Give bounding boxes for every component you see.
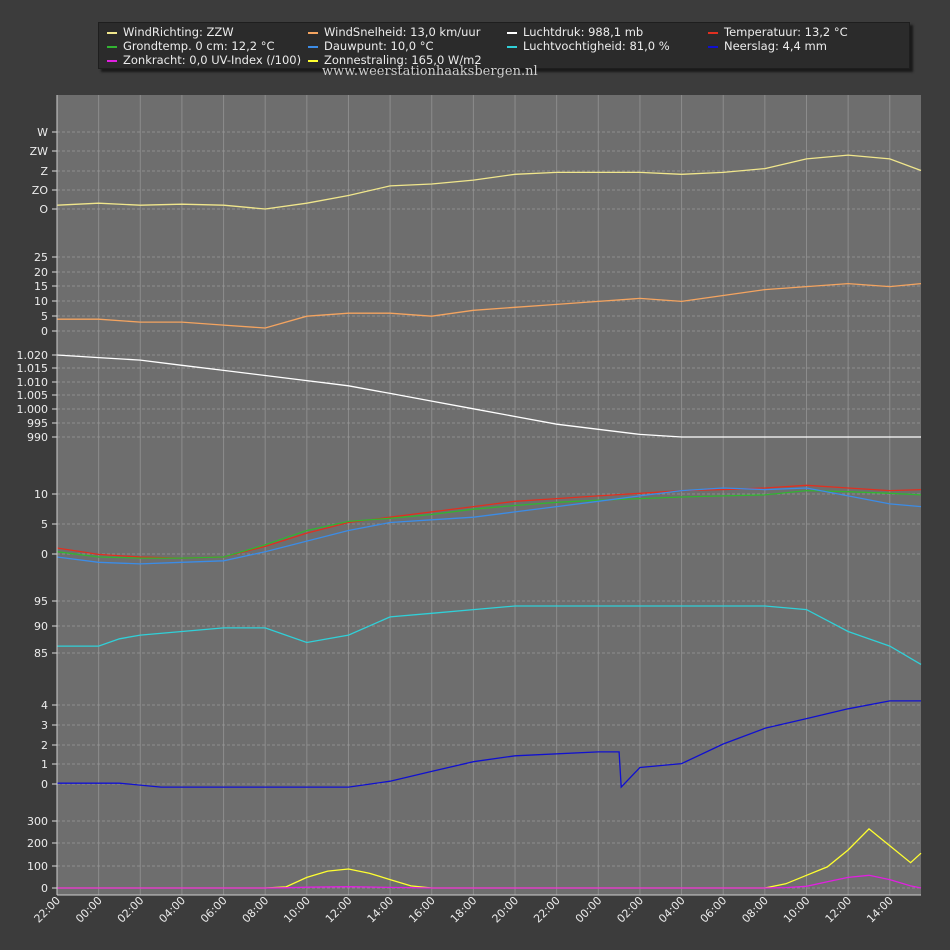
x-tick-label: 20:00 bbox=[490, 894, 522, 926]
series-line-grondtemp-0-cm bbox=[56, 489, 922, 559]
y-tick-label: 5 bbox=[41, 518, 48, 531]
y-tick-label: 15 bbox=[34, 280, 48, 293]
legend-item: WindSnelheid: 13,0 km/uur bbox=[308, 25, 480, 39]
legend-box: WindRichting: ZZW WindSnelheid: 13,0 km/u… bbox=[98, 22, 910, 69]
legend-swatch bbox=[308, 45, 318, 48]
series-line-neerslag bbox=[57, 700, 921, 789]
y-tick-label: 1.020 bbox=[17, 349, 49, 362]
legend-label: Luchtdruk: 988,1 mb bbox=[523, 25, 644, 39]
x-tick-label: 04:00 bbox=[656, 894, 688, 926]
x-tick-label: 06:00 bbox=[698, 894, 730, 926]
y-tick-label: 1.015 bbox=[17, 362, 49, 375]
legend-item: Temperatuur: 13,2 °C bbox=[708, 25, 848, 39]
x-tick-label: 08:00 bbox=[240, 894, 272, 926]
series-line-windsnelheid bbox=[57, 282, 922, 329]
x-tick-label: 02:00 bbox=[614, 894, 646, 926]
watermark-text: www.weerstationhaaksbergen.nl bbox=[322, 64, 538, 79]
legend-label: Zonkracht: 0,0 UV-Index (/100) bbox=[123, 53, 302, 67]
x-tick-label: 06:00 bbox=[198, 894, 230, 926]
y-tick-label: 10 bbox=[34, 488, 48, 501]
x-tick-label: 16:00 bbox=[406, 894, 438, 926]
legend-label: Temperatuur: 13,2 °C bbox=[724, 25, 848, 39]
legend-item: Luchtvochtigheid: 81,0 % bbox=[507, 39, 670, 53]
series-line-windrichting bbox=[56, 154, 922, 210]
y-tick-label: 0 bbox=[41, 548, 48, 561]
legend-item: Dauwpunt: 10,0 °C bbox=[308, 39, 434, 53]
y-tick-label: 1.010 bbox=[17, 376, 49, 389]
y-tick-label: 1.000 bbox=[17, 403, 49, 416]
legend-swatch bbox=[507, 45, 517, 48]
series-line-luchtdruk bbox=[56, 354, 921, 438]
legend-swatch bbox=[708, 31, 718, 34]
x-tick-label: 02:00 bbox=[115, 894, 147, 926]
legend-swatch bbox=[507, 31, 517, 34]
y-tick-label: Z bbox=[40, 165, 48, 178]
series-line-zonkracht bbox=[57, 874, 922, 889]
legend-label: Zonnestraling: 165,0 W/m2 bbox=[324, 53, 482, 67]
y-tick-label: 20 bbox=[34, 266, 48, 279]
legend-label: Luchtvochtigheid: 81,0 % bbox=[523, 39, 670, 53]
y-tick-label: 100 bbox=[27, 860, 48, 873]
legend-swatch bbox=[107, 59, 117, 62]
legend-swatch bbox=[708, 45, 718, 48]
x-tick-label: 04:00 bbox=[156, 894, 188, 926]
legend-item: Zonkracht: 0,0 UV-Index (/100) bbox=[107, 53, 301, 67]
x-tick-label: 22:00 bbox=[32, 894, 64, 926]
legend-swatch bbox=[107, 31, 117, 34]
x-tick-label: 12:00 bbox=[323, 894, 355, 926]
legend-item: WindRichting: ZZW bbox=[107, 25, 234, 39]
x-tick-label: 00:00 bbox=[73, 894, 105, 926]
legend-label: Dauwpunt: 10,0 °C bbox=[324, 39, 434, 53]
legend-item: Neerslag: 4,4 mm bbox=[708, 39, 827, 53]
legend-swatch bbox=[107, 45, 117, 48]
y-tick-label: 300 bbox=[27, 815, 48, 828]
legend-swatch bbox=[308, 59, 318, 62]
y-tick-label: O bbox=[39, 203, 48, 216]
y-tick-label: 1 bbox=[41, 758, 48, 771]
y-tick-label: 200 bbox=[27, 837, 48, 850]
x-tick-label: 10:00 bbox=[781, 894, 813, 926]
legend-label: WindRichting: ZZW bbox=[123, 25, 234, 39]
y-tick-label: 25 bbox=[34, 251, 48, 264]
y-tick-label: ZO bbox=[32, 184, 49, 197]
x-tick-label: 12:00 bbox=[823, 894, 855, 926]
x-tick-label: 08:00 bbox=[739, 894, 771, 926]
y-tick-label: 90 bbox=[34, 620, 48, 633]
series-line-luchtvochtigheid bbox=[57, 605, 922, 665]
x-tick-label: 14:00 bbox=[864, 894, 896, 926]
x-tick-label: 14:00 bbox=[365, 894, 397, 926]
legend-label: WindSnelheid: 13,0 km/uur bbox=[324, 25, 481, 39]
x-tick-label: 22:00 bbox=[531, 894, 563, 926]
y-tick-label: 990 bbox=[27, 431, 48, 444]
x-tick-label: 18:00 bbox=[448, 894, 480, 926]
y-tick-label: 995 bbox=[27, 417, 48, 430]
legend-label: Grondtemp. 0 cm: 12,2 °C bbox=[123, 39, 275, 53]
y-tick-label: 2 bbox=[41, 739, 48, 752]
y-tick-label: 1.005 bbox=[17, 389, 49, 402]
y-tick-label: 85 bbox=[34, 647, 48, 660]
y-tick-label: 5 bbox=[41, 310, 48, 323]
legend-label: Neerslag: 4,4 mm bbox=[724, 39, 827, 53]
y-tick-label: 10 bbox=[34, 295, 48, 308]
legend-item: Luchtdruk: 988,1 mb bbox=[507, 25, 643, 39]
y-tick-label: ZW bbox=[30, 145, 49, 158]
y-tick-label: 0 bbox=[41, 325, 48, 338]
y-tick-label: 3 bbox=[41, 719, 48, 732]
legend-item: Grondtemp. 0 cm: 12,2 °C bbox=[107, 39, 274, 53]
y-tick-label: 4 bbox=[41, 699, 48, 712]
legend-item: Zonnestraling: 165,0 W/m2 bbox=[308, 53, 482, 67]
y-tick-label: 95 bbox=[34, 595, 48, 608]
y-tick-label: 0 bbox=[41, 778, 48, 791]
plot-background bbox=[57, 95, 921, 895]
legend-swatch bbox=[308, 31, 318, 34]
x-tick-label: 10:00 bbox=[281, 894, 313, 926]
y-tick-label: 0 bbox=[41, 882, 48, 895]
x-tick-label: 00:00 bbox=[573, 894, 605, 926]
series-line-dauwpunt bbox=[56, 487, 922, 565]
y-tick-label: W bbox=[37, 126, 48, 139]
